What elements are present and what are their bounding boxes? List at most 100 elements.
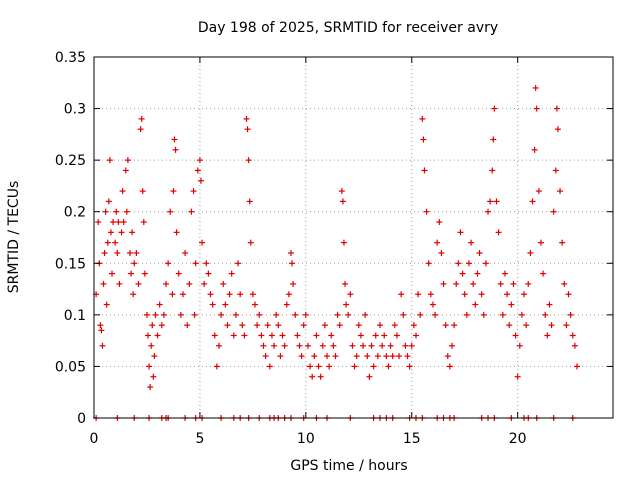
- data-point: [148, 342, 155, 349]
- data-point: [109, 270, 116, 277]
- data-point: [260, 342, 267, 349]
- data-point: [244, 126, 251, 133]
- data-point: [98, 327, 105, 334]
- data-point: [368, 342, 375, 349]
- data-point: [256, 311, 263, 318]
- data-point: [119, 188, 126, 195]
- data-point: [389, 353, 396, 360]
- data-point: [128, 270, 135, 277]
- data-point: [429, 301, 436, 308]
- data-point: [249, 291, 256, 298]
- data-point: [343, 301, 350, 308]
- data-point: [97, 322, 104, 329]
- data-point: [474, 270, 481, 277]
- data-point: [516, 342, 523, 349]
- data-point: [141, 270, 148, 277]
- data-point: [351, 363, 358, 370]
- data-point: [138, 115, 145, 122]
- data-point: [235, 260, 242, 267]
- data-point: [444, 353, 451, 360]
- data-points: [93, 84, 580, 421]
- data-point: [133, 249, 140, 256]
- data-point: [446, 363, 453, 370]
- data-point: [228, 270, 235, 277]
- data-point: [420, 136, 427, 143]
- data-point: [432, 311, 439, 318]
- data-point: [508, 301, 515, 308]
- data-point: [170, 188, 177, 195]
- data-point: [309, 373, 316, 380]
- data-point: [345, 311, 352, 318]
- data-point: [292, 311, 299, 318]
- data-point: [370, 363, 377, 370]
- data-point: [201, 280, 208, 287]
- data-point: [521, 291, 528, 298]
- data-point: [482, 260, 489, 267]
- data-point: [559, 239, 566, 246]
- y-axis-label: SRMTID / TECUs: [6, 181, 22, 294]
- data-point: [381, 332, 388, 339]
- data-point: [542, 311, 549, 318]
- data-point: [535, 188, 542, 195]
- data-point: [199, 239, 206, 246]
- y-tick-label: 0: [77, 411, 86, 427]
- data-point: [525, 280, 532, 287]
- y-tick-label: 0.2: [64, 205, 86, 221]
- data-point: [463, 311, 470, 318]
- data-point: [273, 311, 280, 318]
- data-point: [468, 239, 475, 246]
- data-point: [315, 363, 322, 370]
- data-point: [550, 208, 557, 215]
- data-point: [158, 322, 165, 329]
- data-point: [182, 249, 189, 256]
- data-point: [152, 311, 159, 318]
- data-point: [532, 84, 539, 91]
- data-point: [112, 239, 119, 246]
- data-point: [425, 260, 432, 267]
- data-point: [115, 219, 122, 226]
- data-point: [304, 342, 311, 349]
- data-point: [531, 146, 538, 153]
- y-tick-label: 0.05: [55, 359, 86, 375]
- data-point: [116, 280, 123, 287]
- x-tick-label: 20: [509, 431, 527, 447]
- data-point: [197, 177, 204, 184]
- data-point: [573, 363, 580, 370]
- data-point: [131, 260, 138, 267]
- data-point: [143, 311, 150, 318]
- data-point: [175, 270, 182, 277]
- data-point: [191, 311, 198, 318]
- data-point: [137, 126, 144, 133]
- data-point: [285, 291, 292, 298]
- data-point: [449, 342, 456, 349]
- data-point: [218, 311, 225, 318]
- data-point: [169, 291, 176, 298]
- data-point: [302, 311, 309, 318]
- data-point: [355, 322, 362, 329]
- data-point: [501, 270, 508, 277]
- data-point: [493, 198, 500, 205]
- data-point: [442, 322, 449, 329]
- data-point: [107, 229, 114, 236]
- data-point: [567, 311, 574, 318]
- data-point: [326, 363, 333, 370]
- data-point: [101, 249, 108, 256]
- data-point: [336, 322, 343, 329]
- data-point: [423, 208, 430, 215]
- data-point: [514, 373, 521, 380]
- data-point: [427, 291, 434, 298]
- data-point: [130, 291, 137, 298]
- data-point: [353, 353, 360, 360]
- data-point: [179, 291, 186, 298]
- data-point: [415, 291, 422, 298]
- data-point: [391, 322, 398, 329]
- data-point: [258, 332, 265, 339]
- data-point: [512, 332, 519, 339]
- data-point: [374, 353, 381, 360]
- data-point: [518, 311, 525, 318]
- data-point: [275, 322, 282, 329]
- data-point: [165, 260, 172, 267]
- data-point: [151, 353, 158, 360]
- data-point: [410, 322, 417, 329]
- data-point: [480, 311, 487, 318]
